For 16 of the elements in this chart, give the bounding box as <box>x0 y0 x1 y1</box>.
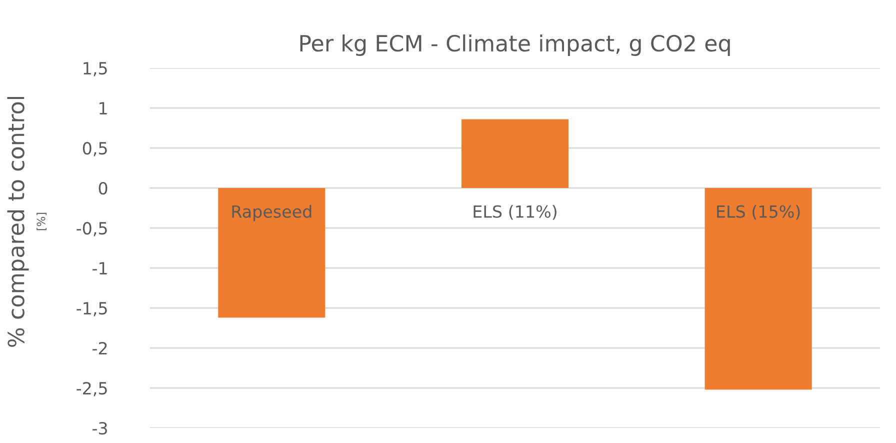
x-tick-label: Rapeseed <box>232 204 312 222</box>
y-tick-label: 0,5 <box>82 142 107 156</box>
text: [%] <box>36 212 47 230</box>
x-tick-label: ELS (11%) <box>474 204 556 220</box>
y-tick-label: -2 <box>92 342 107 354</box>
x-tick-label: ELS (15%) <box>717 204 800 220</box>
y-tick-label: 1 <box>100 102 107 114</box>
y-tick-label: -1 <box>92 262 107 274</box>
y-tick-label: -0,5 <box>76 222 107 236</box>
y-tick-label: 0 <box>98 182 108 195</box>
y-tick-label: 1,5 <box>84 62 107 76</box>
y-tick-label: -3 <box>92 422 107 435</box>
y-axis-title: % compared to control <box>7 96 29 347</box>
chart-title: Per kg ECM - Climate impact, g CO2 eq <box>300 34 730 56</box>
y-tick-label: -1,5 <box>76 302 107 316</box>
y-tick-label: -2,5 <box>76 382 107 396</box>
